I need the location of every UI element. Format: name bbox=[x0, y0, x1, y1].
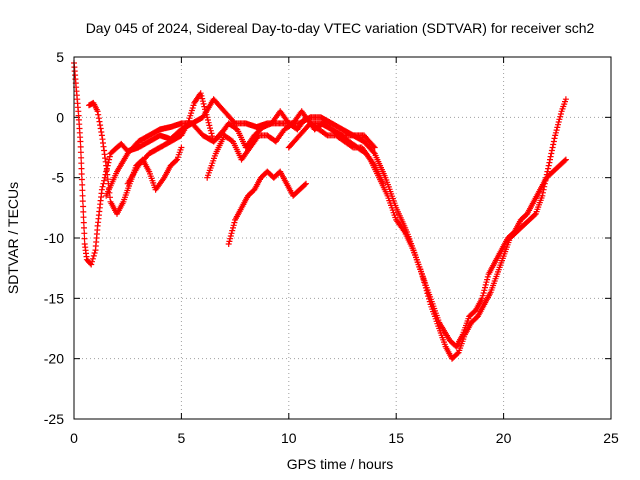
series-markers bbox=[103, 96, 378, 199]
x-tick-label: 0 bbox=[70, 430, 78, 446]
y-tick-label: 0 bbox=[56, 109, 64, 125]
x-tick-label: 20 bbox=[496, 430, 512, 446]
series-trace-3 bbox=[103, 96, 378, 199]
x-tick-label: 10 bbox=[281, 430, 297, 446]
grid-lines bbox=[74, 57, 611, 419]
series-markers bbox=[285, 120, 569, 350]
y-tick-label: -10 bbox=[44, 230, 64, 246]
axis-ticks: 0 5 10 15 20 25 -25 -20 -15 -10 -5 0 5 bbox=[44, 49, 619, 446]
series-trace-7 bbox=[285, 120, 569, 350]
x-tick-label: 25 bbox=[603, 430, 619, 446]
x-axis-label: GPS time / hours bbox=[287, 456, 394, 472]
x-tick-label: 15 bbox=[388, 430, 404, 446]
chart-title: Day 045 of 2024, Sidereal Day-to-day VTE… bbox=[86, 20, 595, 36]
x-tick-label: 5 bbox=[178, 430, 186, 446]
series-markers bbox=[225, 168, 309, 247]
data-series bbox=[71, 60, 569, 362]
y-tick-label: -20 bbox=[44, 351, 64, 367]
y-tick-label: -5 bbox=[52, 170, 65, 186]
series-trace-5 bbox=[225, 168, 309, 247]
plot-frame bbox=[73, 56, 612, 420]
series-trace-1 bbox=[71, 60, 228, 268]
y-tick-label: -15 bbox=[44, 290, 64, 306]
series-markers bbox=[71, 60, 228, 268]
y-tick-label: 5 bbox=[56, 49, 64, 65]
y-tick-label: -25 bbox=[44, 411, 64, 427]
y-axis-label: SDTVAR / TECUs bbox=[5, 182, 21, 294]
